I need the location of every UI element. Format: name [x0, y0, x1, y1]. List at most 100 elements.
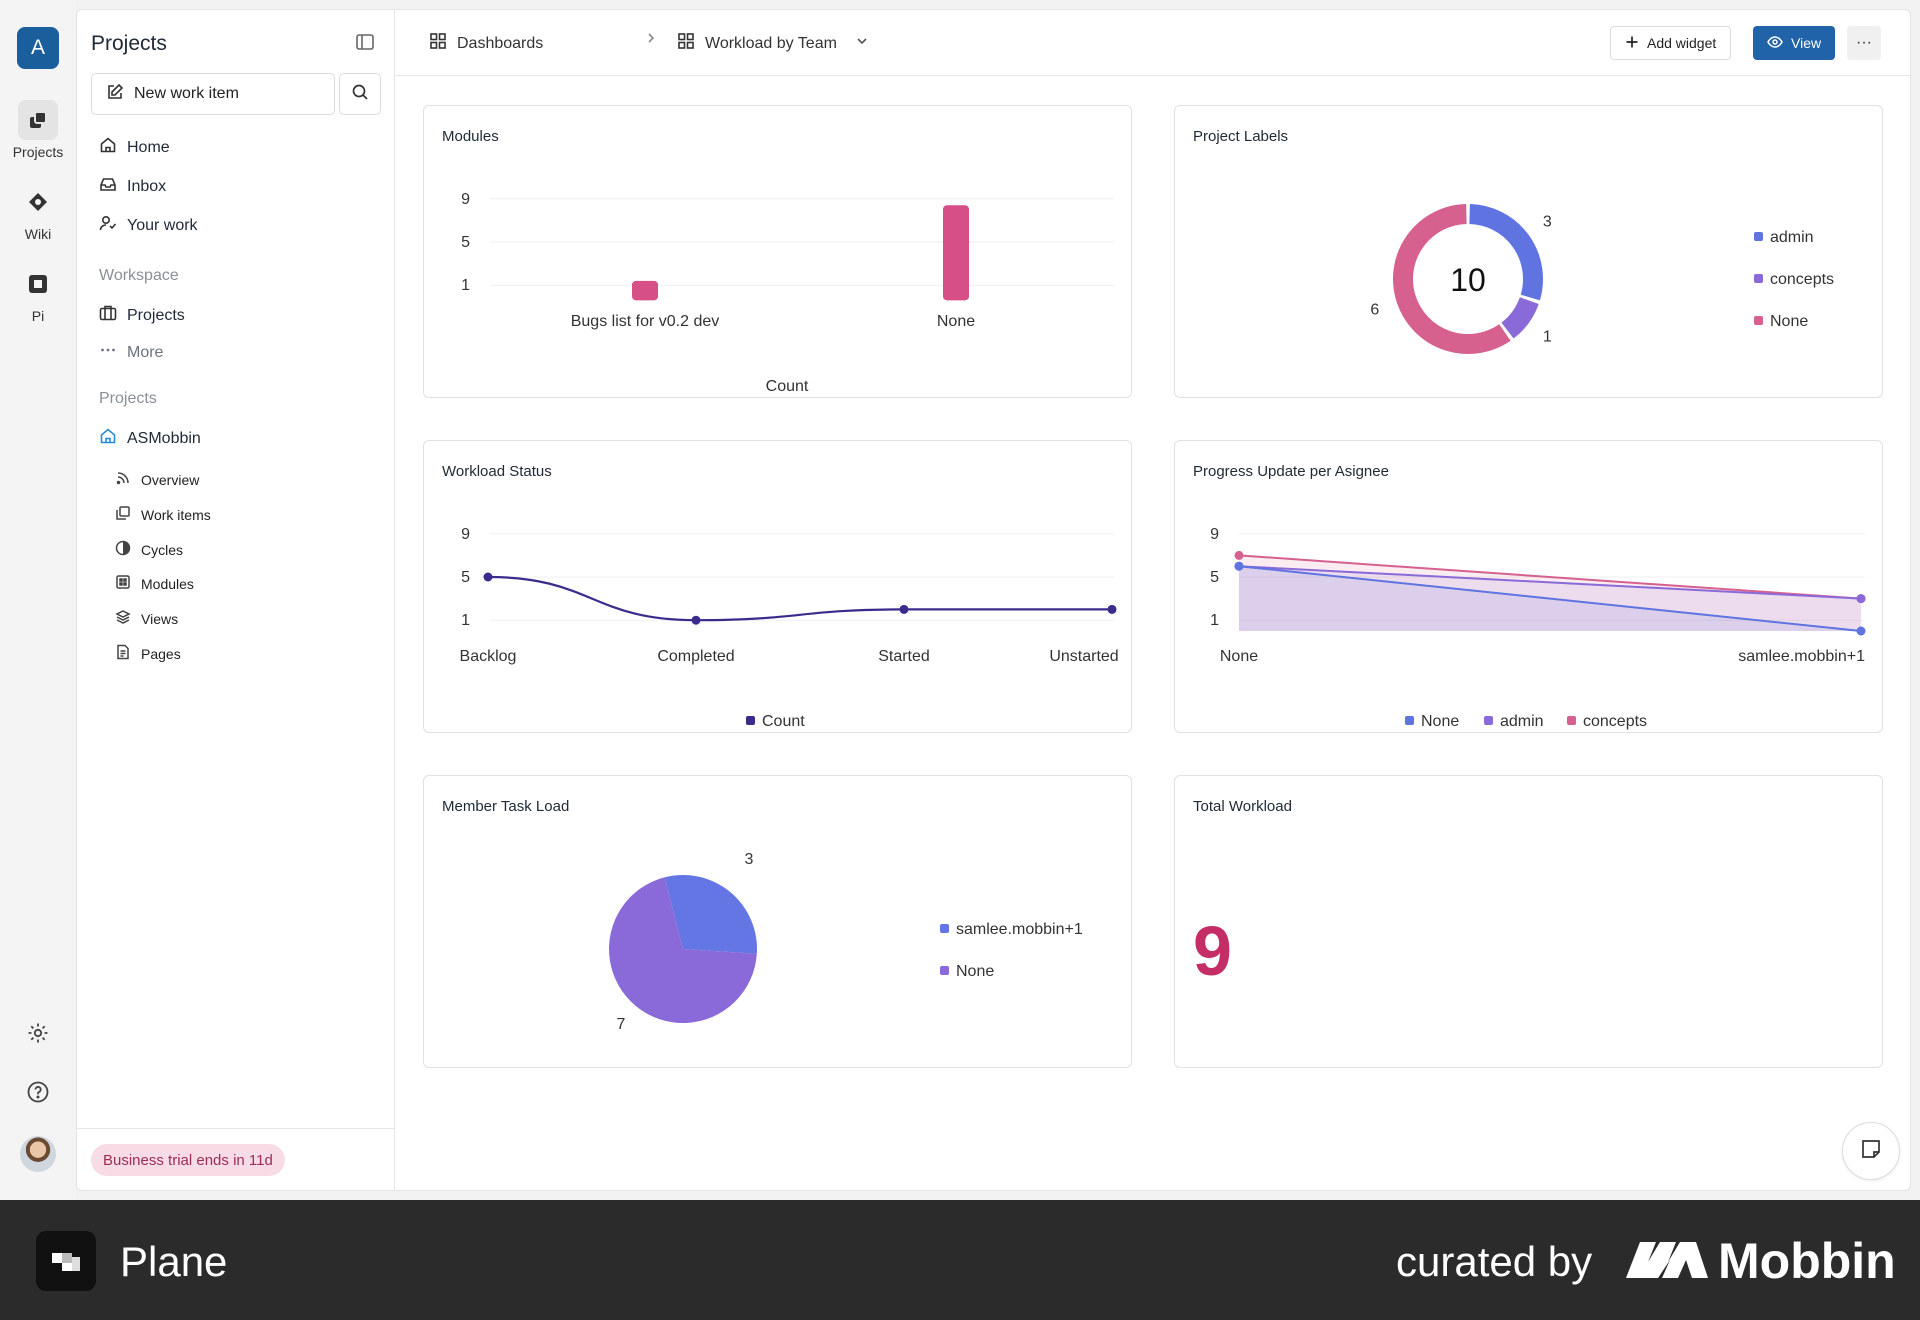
sticky-note-icon	[1860, 1138, 1882, 1165]
nav-home-label: Home	[127, 138, 170, 156]
breadcrumb-current-dashboard[interactable]: Workload by Team	[677, 32, 869, 55]
plane-logo-icon	[36, 1231, 96, 1291]
progress-point	[1856, 626, 1866, 636]
workspace-projects[interactable]: Projects	[99, 304, 185, 327]
rail-item-wiki[interactable]: Wiki	[0, 182, 76, 242]
sidebar-title: Projects	[91, 32, 167, 55]
project-overview-label: Overview	[141, 471, 200, 488]
progress-legend-swatch	[1405, 716, 1414, 725]
workspace-more-label: More	[127, 343, 164, 361]
project-asmobbin[interactable]: ASMobbin	[99, 427, 201, 450]
chevron-down-icon	[855, 34, 869, 53]
more-options-button[interactable]: ···	[1847, 26, 1881, 60]
project-views[interactable]: Views	[115, 609, 178, 628]
progress-line	[1238, 565, 1862, 632]
modules-bar	[943, 205, 969, 301]
nav-inbox-label: Inbox	[127, 177, 167, 195]
member-legend-swatch	[940, 966, 949, 975]
search-button[interactable]	[339, 73, 381, 115]
project-labels-donut-chart: 10 3 1 6 admin concepts None	[1370, 204, 1834, 354]
widget-total-workload[interactable]: Total Workload 9	[1174, 775, 1883, 1068]
breadcrumb-dashboards[interactable]: Dashboards	[429, 32, 543, 55]
total-workload-value: 9	[1193, 912, 1232, 990]
widget-progress-title: Progress Update per Asignee	[1193, 463, 1389, 480]
project-home-icon	[99, 427, 117, 450]
progress-line	[1238, 554, 1862, 600]
widget-progress-update[interactable]: Progress Update per Asignee 9 5 1 None samle…	[1174, 440, 1883, 733]
widget-modules-title: Modules	[442, 128, 499, 145]
project-pages[interactable]: Pages	[115, 644, 181, 663]
rail-item-pi[interactable]: Pi	[0, 264, 76, 324]
nav-inbox[interactable]: Inbox	[99, 175, 166, 198]
project-labels-legend-swatch	[1754, 274, 1763, 283]
widget-workload-status[interactable]: Workload Status 9 5 1 Backlog Completed Start…	[423, 440, 1132, 733]
project-modules[interactable]: Modules	[115, 574, 194, 593]
view-label: View	[1791, 35, 1822, 51]
status-legend-swatch	[746, 716, 755, 725]
workload-status-line-chart: 9 5 1 Backlog Completed Started Unstarted Count	[460, 526, 1119, 730]
project-labels-data-label: 3	[1543, 213, 1552, 230]
project-overview[interactable]: Overview	[115, 470, 199, 489]
settings-icon[interactable]	[18, 1013, 58, 1053]
status-y-tick: 5	[461, 569, 470, 586]
progress-y-tick: 5	[1210, 569, 1219, 586]
status-x-tick: Unstarted	[1049, 648, 1118, 665]
stack-icon	[115, 609, 131, 628]
rail-item-projects[interactable]: Projects	[0, 100, 76, 160]
widget-modules[interactable]: Modules 9 5 1 Bugs list for v0.2 dev None Cou…	[423, 105, 1132, 398]
user-avatar[interactable]	[20, 1136, 56, 1172]
project-modules-label: Modules	[141, 575, 194, 592]
brand-name: Plane	[120, 1238, 228, 1285]
member-legend-swatch	[940, 924, 949, 933]
project-views-label: Views	[141, 610, 179, 627]
workspace-avatar[interactable]: A	[17, 27, 59, 69]
project-labels-slice	[1393, 204, 1511, 354]
widget-member-task-load[interactable]: Member Task Load 3 7 samlee.mobbin+1 None	[423, 775, 1132, 1068]
breadcrumb-dashboards-label: Dashboards	[457, 34, 544, 52]
modules-legend-label: Count	[766, 378, 809, 395]
view-button[interactable]: View	[1753, 26, 1836, 60]
progress-legend-swatch	[1567, 716, 1576, 725]
project-labels-legend-label: None	[1770, 313, 1808, 330]
status-x-tick: Completed	[657, 648, 734, 665]
dashboard-grid-icon	[677, 32, 695, 55]
add-widget-button[interactable]: Add widget	[1610, 26, 1732, 60]
trial-badge[interactable]: Business trial ends in 11d	[91, 1144, 285, 1176]
status-point	[483, 572, 493, 582]
rail-label-pi: Pi	[31, 308, 45, 324]
member-pie-slice	[609, 877, 757, 1023]
modules-x-tick: None	[937, 313, 975, 330]
pi-icon	[18, 264, 58, 304]
project-labels-data-label: 6	[1370, 301, 1379, 318]
project-work-items[interactable]: Work items	[115, 505, 211, 524]
status-y-tick: 9	[461, 526, 470, 543]
nav-your-work[interactable]: Your work	[99, 214, 198, 237]
sticky-note-button[interactable]	[1842, 1122, 1900, 1180]
edit-icon	[106, 83, 124, 106]
member-pie-data-label: 7	[617, 1016, 626, 1033]
nav-home[interactable]: Home	[99, 136, 170, 159]
project-labels-legend-label: concepts	[1770, 271, 1834, 288]
page-icon	[115, 644, 131, 663]
rss-icon	[115, 470, 131, 489]
new-work-item-button[interactable]: New work item	[91, 73, 335, 115]
member-task-load-pie-chart: 3 7 samlee.mobbin+1 None	[609, 851, 1083, 1033]
projects-section-label: Projects	[99, 390, 157, 407]
modules-y-tick: 5	[461, 234, 470, 251]
project-labels-legend-swatch	[1754, 316, 1763, 325]
help-icon[interactable]	[18, 1072, 58, 1112]
widget-workload-status-title: Workload Status	[442, 463, 552, 480]
widget-project-labels-title: Project Labels	[1193, 128, 1289, 145]
workspace-projects-label: Projects	[127, 306, 185, 324]
progress-point	[1234, 561, 1244, 571]
status-y-tick: 1	[461, 612, 470, 629]
status-x-tick: Backlog	[460, 648, 517, 665]
modules-bar-chart: 9 5 1 Bugs list for v0.2 dev None Count	[461, 191, 1114, 395]
project-cycles[interactable]: Cycles	[115, 540, 183, 559]
project-labels-legend-swatch	[1754, 232, 1763, 241]
workspace-more[interactable]: More	[99, 341, 163, 364]
widget-project-labels[interactable]: Project Labels 10 3 1 6 admin concepts None	[1174, 105, 1883, 398]
layers-icon	[115, 505, 131, 524]
sidebar-toggle-icon[interactable]	[355, 32, 377, 54]
member-legend-label: None	[956, 963, 994, 980]
